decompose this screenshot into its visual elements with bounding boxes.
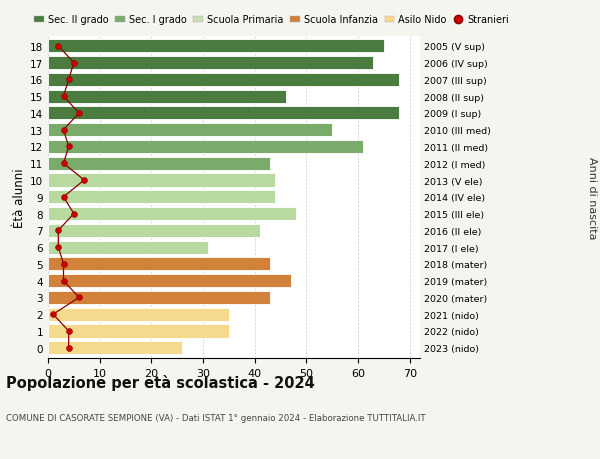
Text: Anni di nascita: Anni di nascita [587,156,597,239]
Bar [48,341,182,354]
Bar [48,107,400,120]
Point [49,311,58,318]
Point [79,177,89,185]
Bar [48,90,286,103]
Legend: Sec. II grado, Sec. I grado, Scuola Primaria, Scuola Infanzia, Asilo Nido, Stran: Sec. II grado, Sec. I grado, Scuola Prim… [34,16,509,25]
Point [59,261,68,268]
Bar [48,241,208,254]
Point [74,294,84,302]
Bar [48,291,270,304]
Point [69,60,79,67]
Bar [48,57,373,70]
Point [64,328,73,335]
Y-axis label: Ètà alunni: Ètà alunni [13,168,26,227]
Point [59,194,68,201]
Bar [48,140,363,154]
Bar [48,191,275,204]
Bar [48,274,291,288]
Bar [48,325,229,338]
Point [69,210,79,218]
Bar [48,174,275,187]
Bar [48,224,260,237]
Point [74,110,84,118]
Bar [48,308,229,321]
Point [53,227,63,235]
Point [64,344,73,352]
Bar [48,40,384,53]
Bar [48,258,270,271]
Point [53,43,63,50]
Point [64,77,73,84]
Bar [48,74,400,87]
Point [59,277,68,285]
Text: Popolazione per età scolastica - 2024: Popolazione per età scolastica - 2024 [6,374,315,390]
Point [64,144,73,151]
Point [59,93,68,101]
Bar [48,157,270,170]
Bar [48,207,296,221]
Text: COMUNE DI CASORATE SEMPIONE (VA) - Dati ISTAT 1° gennaio 2024 - Elaborazione TUT: COMUNE DI CASORATE SEMPIONE (VA) - Dati … [6,413,425,422]
Point [59,160,68,168]
Bar [48,124,332,137]
Point [53,244,63,251]
Point [59,127,68,134]
